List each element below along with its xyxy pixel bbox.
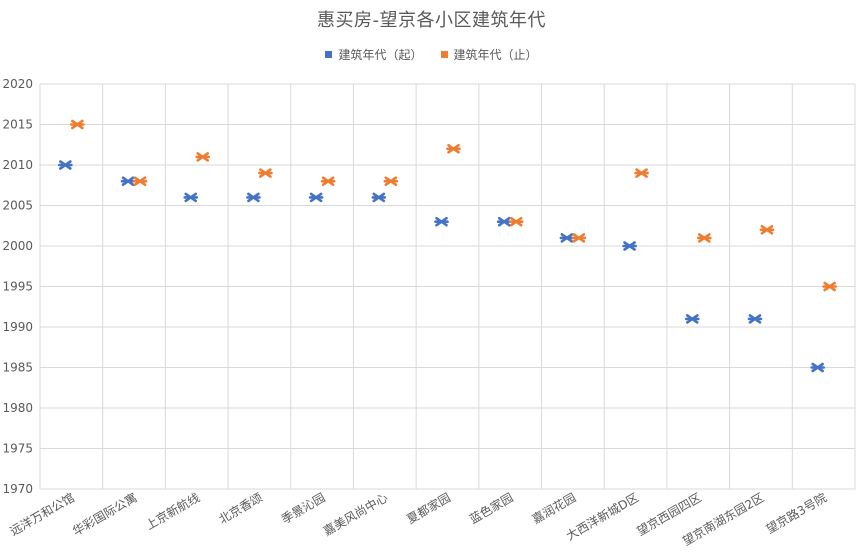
chart-title: 惠买房-望京各小区建筑年代 bbox=[317, 10, 546, 31]
x-tick-label: 季景沁园 bbox=[279, 490, 328, 526]
legend-item-end: 建筑年代（止） bbox=[440, 46, 538, 63]
y-tick-label: 1975 bbox=[2, 442, 33, 456]
end-year-marker bbox=[70, 119, 85, 130]
x-tick-label: 华彩国际公寓 bbox=[70, 490, 140, 539]
start-year-marker bbox=[684, 314, 700, 324]
x-tick-label: 望京路3号院 bbox=[763, 490, 829, 537]
y-tick-label: 1985 bbox=[2, 361, 33, 375]
y-tick-label: 1995 bbox=[2, 280, 33, 294]
x-tick-label: 上京新航线 bbox=[143, 490, 202, 533]
end-year-marker bbox=[258, 168, 273, 178]
end-year-marker bbox=[132, 176, 148, 186]
start-year-marker bbox=[559, 233, 575, 243]
y-axis-ticks: 1970 1975 1980 1985 1990 1995 2000 2005 2010 2015… bbox=[2, 77, 33, 496]
end-year-marker bbox=[320, 176, 336, 186]
start-year-marker bbox=[308, 192, 324, 203]
x-tick-label: 蓝色家园 bbox=[467, 490, 516, 527]
y-tick-label: 2020 bbox=[2, 77, 33, 91]
start-year-marker bbox=[747, 314, 763, 324]
end-year-marker bbox=[508, 216, 524, 227]
start-year-marker bbox=[183, 192, 199, 203]
start-year-marker bbox=[622, 241, 637, 251]
x-tick-label: 嘉美风尚中心 bbox=[320, 490, 390, 539]
legend-label-end: 建筑年代（止） bbox=[453, 48, 538, 62]
chart-legend: 建筑年代（起） 建筑年代（止） bbox=[0, 46, 863, 63]
legend-item-start: 建筑年代（起） bbox=[325, 46, 423, 63]
start-year-marker bbox=[58, 160, 73, 170]
y-tick-label: 2010 bbox=[2, 158, 33, 172]
x-axis-ticks: 远洋万和公馆华彩国际公寓 上京新航线 北京香颂 季景沁园嘉美风尚中心 夏都家园 蓝色家园嘉… bbox=[7, 490, 829, 549]
y-tick-label: 1970 bbox=[2, 482, 33, 496]
end-year-marker bbox=[446, 144, 461, 154]
x-tick-label: 夏都家园 bbox=[404, 490, 453, 527]
y-tick-label: 2000 bbox=[2, 239, 33, 253]
end-year-marker bbox=[634, 168, 649, 178]
end-year-marker bbox=[822, 281, 837, 292]
legend-swatch-start bbox=[325, 51, 333, 58]
data-points bbox=[58, 119, 837, 373]
legend-label-start: 建筑年代（起） bbox=[338, 48, 423, 62]
x-tick-label: 远洋万和公馆 bbox=[7, 490, 77, 539]
x-tick-label: 嘉润花园 bbox=[529, 490, 578, 527]
end-year-marker bbox=[571, 233, 587, 243]
start-year-marker bbox=[810, 362, 825, 373]
y-tick-label: 1980 bbox=[2, 401, 33, 415]
gridlines bbox=[39, 83, 856, 490]
end-year-marker bbox=[696, 233, 712, 243]
end-year-marker bbox=[195, 152, 211, 162]
y-tick-label: 2005 bbox=[2, 199, 33, 213]
x-tick-label: 北京香颂 bbox=[216, 490, 265, 526]
legend-swatch-end bbox=[440, 51, 448, 58]
start-year-marker bbox=[371, 192, 387, 203]
end-year-marker bbox=[383, 176, 399, 186]
start-year-marker bbox=[120, 176, 136, 186]
start-year-marker bbox=[496, 216, 512, 227]
y-tick-label: 1990 bbox=[2, 320, 33, 334]
y-tick-label: 2015 bbox=[2, 118, 33, 132]
end-year-marker bbox=[759, 225, 775, 235]
start-year-marker bbox=[246, 192, 261, 203]
start-year-marker bbox=[434, 216, 449, 227]
